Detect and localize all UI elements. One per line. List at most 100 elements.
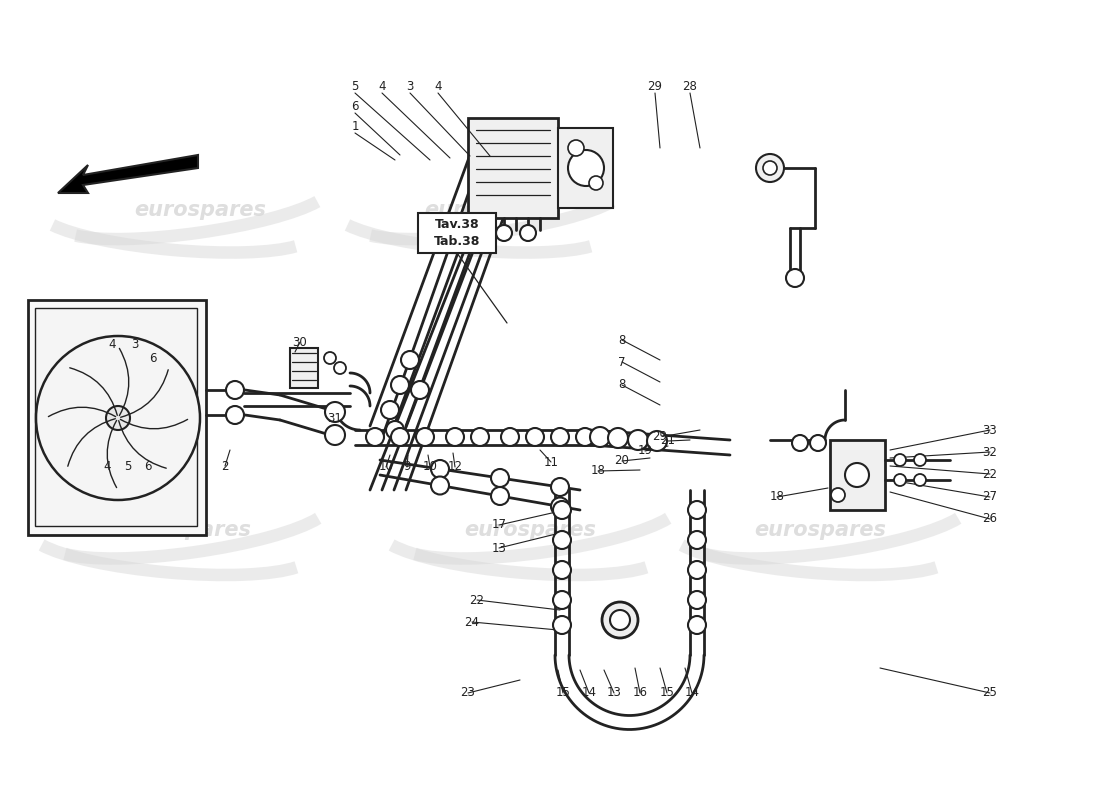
Bar: [830, 440, 886, 510]
Circle shape: [810, 435, 826, 451]
Text: 31: 31: [328, 411, 342, 425]
Text: 2: 2: [221, 459, 229, 473]
Circle shape: [756, 154, 784, 182]
Circle shape: [526, 428, 544, 446]
Circle shape: [496, 225, 512, 241]
Circle shape: [390, 428, 409, 446]
Circle shape: [416, 428, 434, 446]
Text: 22: 22: [470, 594, 484, 606]
Circle shape: [568, 150, 604, 186]
Circle shape: [894, 474, 906, 486]
Circle shape: [602, 602, 638, 638]
Text: 26: 26: [982, 513, 998, 526]
Circle shape: [36, 336, 200, 500]
Text: 4: 4: [108, 338, 115, 351]
Circle shape: [431, 477, 449, 494]
Text: 13: 13: [606, 686, 621, 699]
Circle shape: [553, 501, 571, 519]
Circle shape: [553, 531, 571, 549]
Circle shape: [226, 381, 244, 399]
Bar: [558, 128, 613, 208]
Circle shape: [786, 269, 804, 287]
Text: 5: 5: [124, 459, 132, 473]
Circle shape: [845, 463, 869, 487]
Text: eurospares: eurospares: [134, 200, 266, 220]
Circle shape: [366, 428, 384, 446]
Text: 3: 3: [406, 81, 414, 94]
Bar: [35, 308, 197, 526]
Circle shape: [688, 591, 706, 609]
Circle shape: [688, 616, 706, 634]
Text: 6: 6: [144, 459, 152, 473]
Circle shape: [610, 610, 630, 630]
Circle shape: [106, 406, 130, 430]
Text: eurospares: eurospares: [425, 200, 556, 220]
Circle shape: [914, 454, 926, 466]
Circle shape: [386, 421, 404, 439]
Circle shape: [568, 140, 584, 156]
Circle shape: [334, 362, 346, 374]
Circle shape: [792, 435, 808, 451]
Text: 24: 24: [464, 615, 480, 629]
Text: 8: 8: [618, 334, 626, 346]
Circle shape: [500, 428, 519, 446]
Circle shape: [381, 401, 399, 419]
Circle shape: [830, 488, 845, 502]
Circle shape: [647, 431, 667, 451]
Text: 25: 25: [982, 686, 998, 699]
Text: 19: 19: [638, 445, 652, 458]
Text: 5: 5: [351, 81, 359, 94]
Text: 32: 32: [982, 446, 998, 458]
Text: 17: 17: [492, 518, 506, 531]
Circle shape: [446, 428, 464, 446]
Text: 33: 33: [982, 423, 998, 437]
Text: 4: 4: [378, 81, 386, 94]
Text: 29: 29: [652, 430, 668, 443]
Text: 13: 13: [492, 542, 506, 554]
Text: 8: 8: [618, 378, 626, 391]
Text: eurospares: eurospares: [755, 520, 886, 540]
Text: 14: 14: [582, 686, 596, 699]
Circle shape: [576, 428, 594, 446]
FancyBboxPatch shape: [418, 213, 496, 253]
Circle shape: [390, 376, 409, 394]
Text: 10: 10: [378, 461, 394, 474]
Text: 15: 15: [660, 686, 674, 699]
Text: 21: 21: [660, 434, 675, 447]
Circle shape: [551, 498, 569, 515]
Circle shape: [402, 351, 419, 369]
Text: 10: 10: [422, 461, 438, 474]
Circle shape: [914, 474, 926, 486]
Text: 30: 30: [293, 335, 307, 349]
Circle shape: [431, 460, 449, 478]
Circle shape: [588, 176, 603, 190]
Text: 16: 16: [632, 686, 648, 699]
Text: 23: 23: [461, 686, 475, 699]
Circle shape: [894, 454, 906, 466]
Circle shape: [608, 428, 628, 448]
Bar: [290, 348, 318, 388]
Circle shape: [628, 430, 648, 450]
Circle shape: [688, 501, 706, 519]
Text: 3: 3: [131, 338, 139, 351]
Bar: [468, 118, 558, 218]
Text: Tav.38: Tav.38: [434, 218, 480, 230]
Circle shape: [551, 478, 569, 496]
Text: 28: 28: [683, 81, 697, 94]
Circle shape: [324, 352, 336, 364]
Circle shape: [688, 531, 706, 549]
Text: 6: 6: [351, 101, 359, 114]
Text: 6: 6: [150, 351, 156, 365]
Text: eurospares: eurospares: [119, 520, 251, 540]
Circle shape: [472, 225, 488, 241]
Text: 14: 14: [684, 686, 700, 699]
Text: 7: 7: [618, 355, 626, 369]
Circle shape: [553, 591, 571, 609]
Circle shape: [688, 561, 706, 579]
Circle shape: [551, 428, 569, 446]
Bar: [28, 300, 206, 535]
Circle shape: [491, 469, 509, 487]
Circle shape: [411, 381, 429, 399]
Text: Tab.38: Tab.38: [433, 235, 481, 248]
Text: 18: 18: [770, 490, 784, 503]
